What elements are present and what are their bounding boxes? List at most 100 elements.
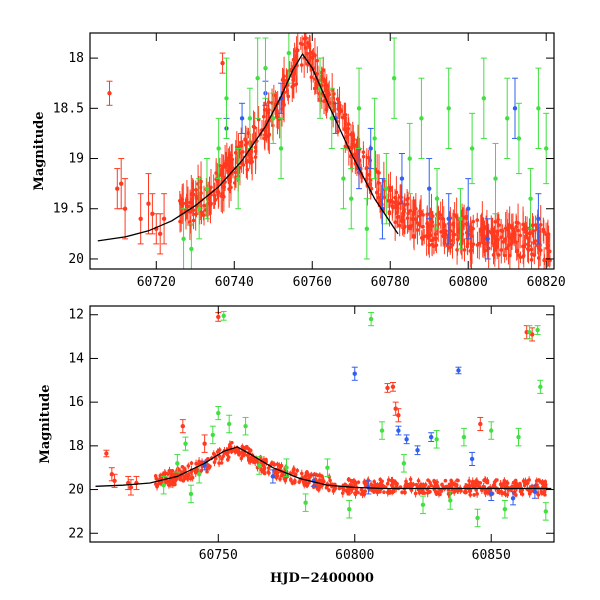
bottom-data-point <box>448 498 453 503</box>
top-trend-point <box>507 223 511 227</box>
bottom-trend-point <box>261 463 266 468</box>
bottom-trend-point <box>403 490 407 495</box>
bottom-trend-point <box>293 478 297 483</box>
top-trend-point <box>432 236 436 241</box>
bottom-data-point <box>396 428 401 433</box>
top-trend-point <box>418 209 422 213</box>
bottom-trend-point <box>416 478 421 483</box>
top-data-point <box>107 91 112 96</box>
top-data-point <box>368 146 373 151</box>
bottom-trend-point <box>426 478 430 483</box>
bottom-data-point <box>175 461 180 466</box>
bottom-ytick-label: 16 <box>68 395 84 410</box>
top-xtick-label: 60800 <box>449 275 488 290</box>
top-trend-point <box>468 249 473 253</box>
bottom-trend-point <box>394 482 398 486</box>
bottom-data-point <box>202 441 207 446</box>
bottom-trend-point <box>505 481 510 485</box>
bottom-data-point <box>183 441 188 446</box>
bottom-trend-point <box>455 478 460 482</box>
bottom-trend-point <box>435 484 440 488</box>
top-data-point <box>536 216 541 221</box>
bottom-trend-point <box>171 482 175 486</box>
bottom-trend-point <box>340 491 345 495</box>
top-trend-point <box>448 238 453 243</box>
bottom-trend-point <box>289 478 293 483</box>
bottom-trend-point <box>356 480 361 485</box>
bottom-data-point <box>221 313 226 319</box>
top-trend-point <box>322 99 326 103</box>
top-trend-point <box>438 213 443 217</box>
top-data-point <box>181 236 186 242</box>
top-data-point <box>446 216 451 221</box>
top-trend-point <box>364 177 369 181</box>
top-trend-point <box>188 210 193 214</box>
bottom-trend-point <box>275 462 280 467</box>
bottom-xlabel: HJD−2400000 <box>270 571 374 586</box>
bottom-trend-point <box>438 492 442 497</box>
top-trend-point <box>408 226 412 231</box>
top-trend-point <box>184 204 189 208</box>
top-trend-point <box>410 217 414 221</box>
top-data-point <box>157 231 163 237</box>
bottom-data-point <box>188 491 194 497</box>
top-trend-point <box>375 190 379 195</box>
top-trend-point <box>531 228 536 233</box>
bottom-ytick-label: 14 <box>68 351 84 366</box>
top-trend-point <box>545 243 550 248</box>
top-trend-point <box>376 195 381 200</box>
top-trend-point <box>336 129 340 134</box>
top-trend-point <box>321 68 326 72</box>
top-data-point <box>239 116 245 121</box>
top-trend-point <box>518 233 522 238</box>
bottom-data-point <box>180 423 185 429</box>
bottom-trend-point <box>472 484 477 489</box>
bottom-trend-point <box>299 471 304 476</box>
top-trend-point <box>209 185 213 190</box>
bottom-data-point <box>489 491 494 497</box>
bottom-trend-point <box>353 491 357 495</box>
top-data-point <box>271 116 276 121</box>
bottom-data-point <box>379 428 385 433</box>
top-trend-point <box>464 216 468 220</box>
top-trend-point <box>280 78 285 82</box>
top-ytick-label: 19.5 <box>53 202 84 217</box>
top-trend-point <box>225 156 229 161</box>
top-ytick-label: 18 <box>68 51 84 66</box>
top-trend-point <box>241 150 245 154</box>
bottom-data-point <box>347 507 352 512</box>
top-trend-point <box>443 236 447 241</box>
top-trend-point <box>441 222 446 227</box>
top-data-point <box>115 186 120 191</box>
bottom-trend-point <box>400 490 404 495</box>
bottom-trend-point <box>472 493 476 497</box>
top-trend-point <box>266 100 271 105</box>
bottom-trend-point <box>483 478 488 482</box>
top-trend-point <box>451 222 455 227</box>
bottom-trend-point <box>346 490 351 495</box>
top-trend-point <box>327 91 331 96</box>
top-trend-point <box>213 197 218 202</box>
bottom-trend-point <box>432 485 436 489</box>
top-trend-point <box>305 51 309 56</box>
top-trend-point <box>191 218 196 223</box>
bottom-trend-point <box>307 480 311 485</box>
bottom-trend-point <box>217 461 221 465</box>
top-data-point <box>466 206 471 211</box>
top-trend-point <box>489 231 494 235</box>
bottom-trend-point <box>406 484 410 489</box>
bottom-data-point <box>538 384 543 390</box>
bottom-trend-point <box>413 491 418 496</box>
top-trend-point <box>376 181 381 185</box>
top-trend-point <box>501 240 506 244</box>
bottom-trend-point <box>343 488 348 493</box>
bottom-trend-point <box>475 479 479 483</box>
bottom-data-point <box>270 474 276 479</box>
top-data-point <box>138 216 143 221</box>
top-data-point <box>516 136 522 141</box>
bottom-trend-point <box>259 467 264 472</box>
bottom-trend-point <box>385 481 390 486</box>
top-trend-point <box>421 213 425 217</box>
top-data-point <box>485 236 490 242</box>
bottom-data-point <box>532 489 538 494</box>
